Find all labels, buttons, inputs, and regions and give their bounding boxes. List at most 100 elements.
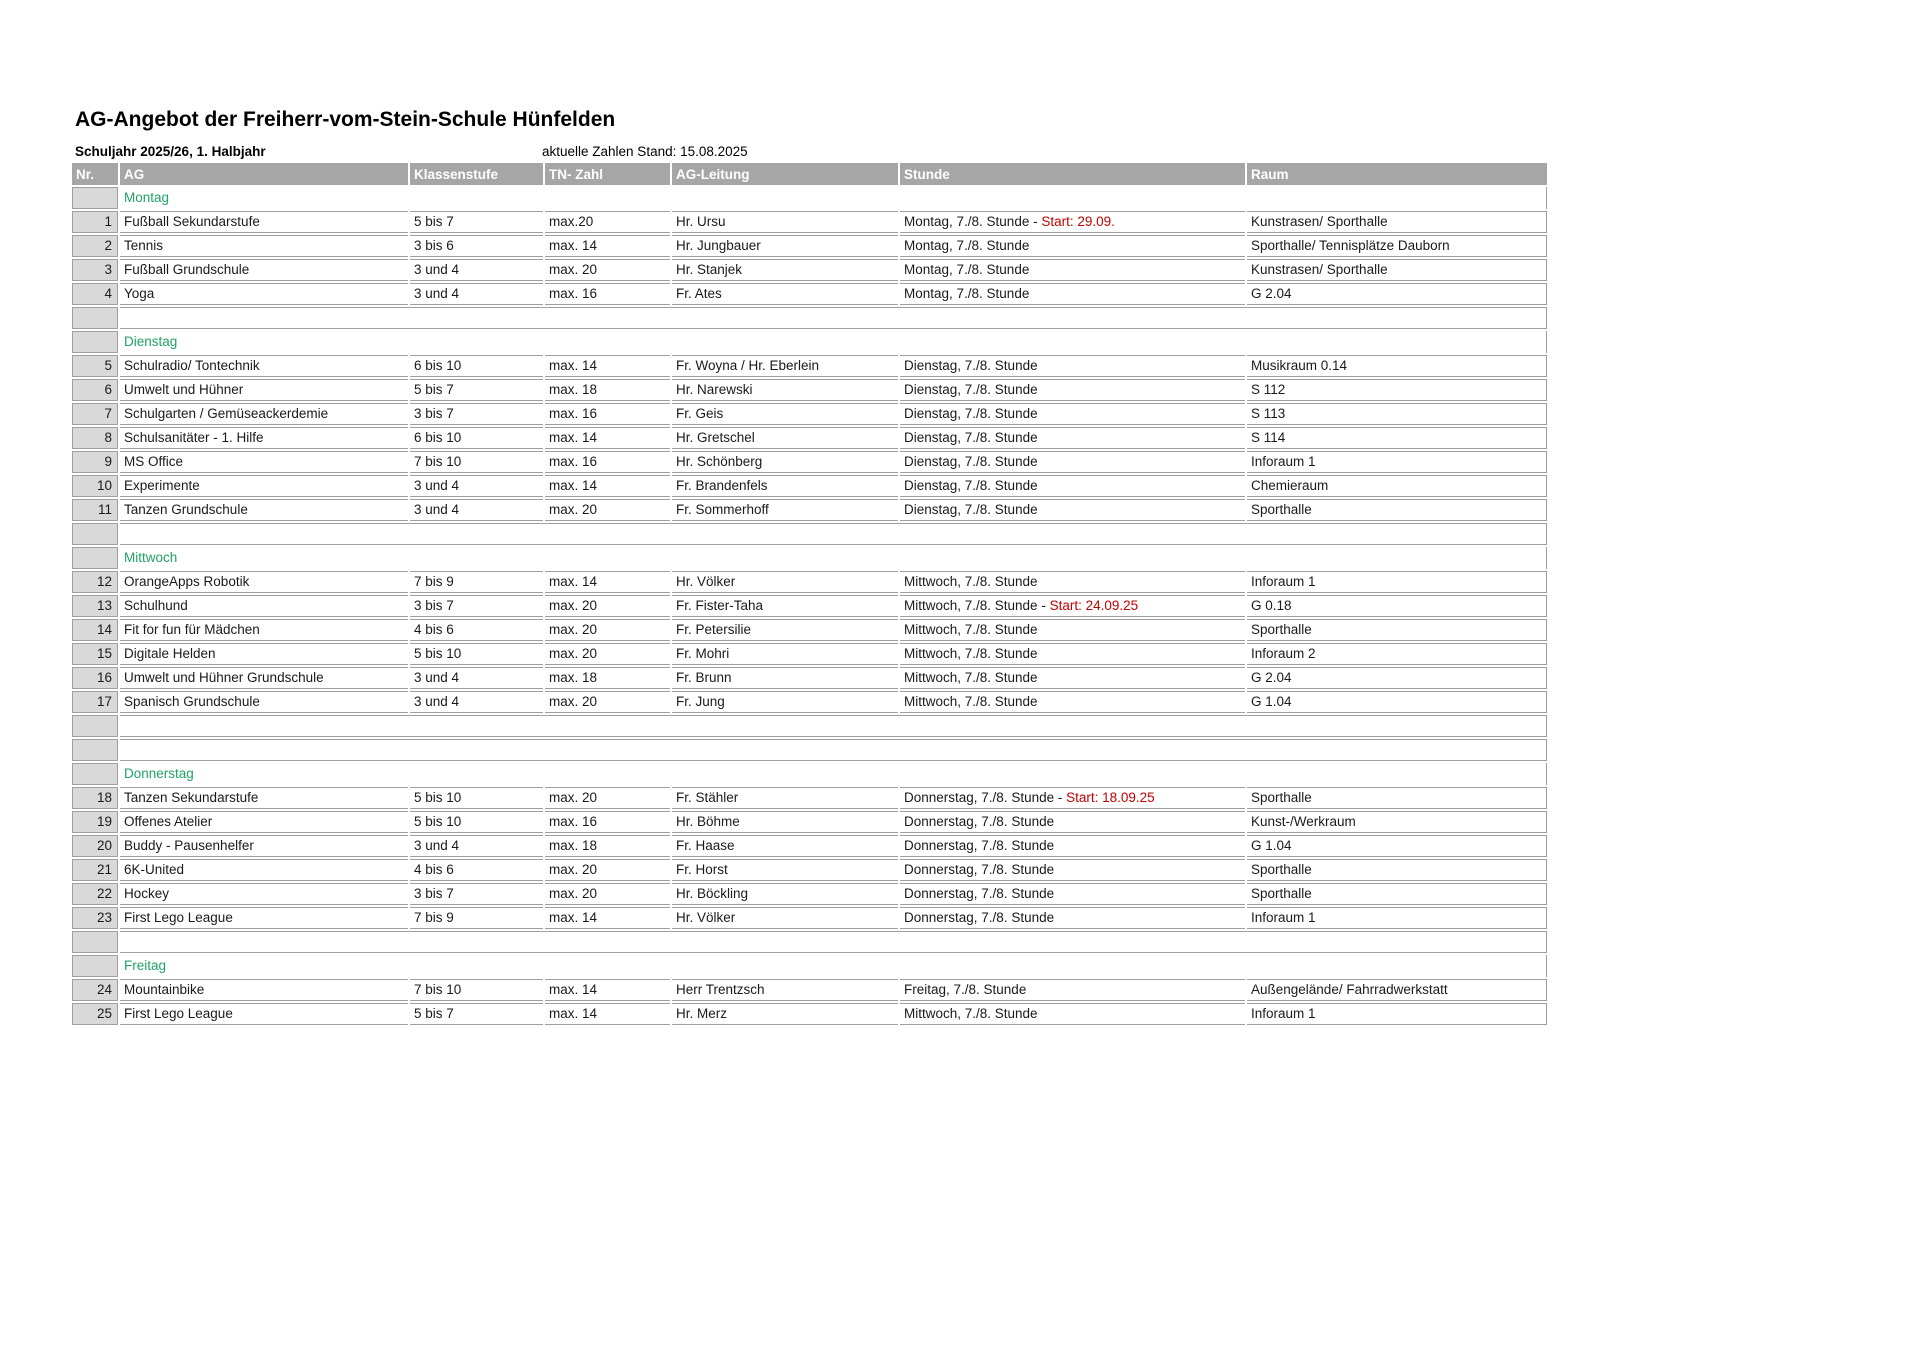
row-number-cell (72, 763, 118, 785)
cell-tn-zahl: max. 18 (545, 835, 670, 857)
cell-ag-leitung: Hr. Böckling (672, 883, 898, 905)
cell-ag: First Lego League (120, 907, 408, 929)
cell-ag: Schulhund (120, 595, 408, 617)
cell-klassenstufe: 3 und 4 (410, 835, 543, 857)
table-row: 21 6K-United 4 bis 6 max. 20 Fr. Horst Donner… (72, 859, 1547, 881)
cell-klassenstufe: 7 bis 9 (410, 907, 543, 929)
row-number-cell (72, 187, 118, 209)
table-header-row: Nr. AG Klassenstufe TN- Zahl AG-Leitung … (72, 163, 1547, 185)
cell-nr: 2 (72, 235, 118, 257)
cell-nr: 18 (72, 787, 118, 809)
cell-stunde: Dienstag, 7./8. Stunde (900, 499, 1245, 521)
table-row: 18 Tanzen Sekundarstufe 5 bis 10 max. 20 Fr.… (72, 787, 1547, 809)
cell-raum: Kunstrasen/ Sporthalle (1247, 211, 1547, 233)
cell-nr: 24 (72, 979, 118, 1001)
cell-tn-zahl: max. 14 (545, 979, 670, 1001)
cell-ag-leitung: Hr. Merz (672, 1003, 898, 1025)
empty-spacer-row (72, 739, 1547, 761)
cell-stunde: Dienstag, 7./8. Stunde (900, 403, 1245, 425)
cell-ag-leitung: Hr. Böhme (672, 811, 898, 833)
cell-ag-leitung: Hr. Jungbauer (672, 235, 898, 257)
cell-nr: 22 (72, 883, 118, 905)
cell-raum: Sporthalle/ Tennisplätze Dauborn (1247, 235, 1547, 257)
empty-cell (120, 931, 1547, 953)
cell-raum: Musikraum 0.14 (1247, 355, 1547, 377)
cell-raum: Kunst-/Werkraum (1247, 811, 1547, 833)
cell-raum: S 114 (1247, 427, 1547, 449)
cell-klassenstufe: 5 bis 7 (410, 1003, 543, 1025)
table-row: 25 First Lego League 5 bis 7 max. 14 Hr. Mer… (72, 1003, 1547, 1025)
cell-ag: Buddy - Pausenhelfer (120, 835, 408, 857)
cell-tn-zahl: max. 20 (545, 643, 670, 665)
ag-table: Nr. AG Klassenstufe TN- Zahl AG-Leitung … (70, 161, 1549, 1027)
table-row: 14 Fit for fun für Mädchen 4 bis 6 max. 20 F… (72, 619, 1547, 641)
start-date-highlight: Start: 29.09. (1041, 214, 1115, 229)
cell-ag: Schulradio/ Tontechnik (120, 355, 408, 377)
cell-tn-zahl: max. 18 (545, 379, 670, 401)
cell-nr: 17 (72, 691, 118, 713)
cell-ag-leitung: Hr. Völker (672, 571, 898, 593)
cell-raum: Inforaum 1 (1247, 571, 1547, 593)
row-number-cell (72, 547, 118, 569)
day-label: Freitag (120, 955, 1547, 977)
cell-ag-leitung: Fr. Ates (672, 283, 898, 305)
cell-klassenstufe: 3 und 4 (410, 691, 543, 713)
cell-nr: 7 (72, 403, 118, 425)
empty-cell (120, 739, 1547, 761)
empty-spacer-row (72, 307, 1547, 329)
cell-raum: Inforaum 1 (1247, 907, 1547, 929)
cell-stunde: Donnerstag, 7./8. Stunde (900, 835, 1245, 857)
cell-stunde: Freitag, 7./8. Stunde (900, 979, 1245, 1001)
table-row: 22 Hockey 3 bis 7 max. 20 Hr. Böckling Donner… (72, 883, 1547, 905)
day-label: Mittwoch (120, 547, 1547, 569)
cell-ag-leitung: Hr. Ursu (672, 211, 898, 233)
subtitle-schoolyear: Schuljahr 2025/26, 1. Halbjahr (75, 144, 266, 159)
table-row: 5 Schulradio/ Tontechnik 6 bis 10 max. 14 Fr… (72, 355, 1547, 377)
row-number-cell (72, 739, 118, 761)
cell-ag: Fußball Sekundarstufe (120, 211, 408, 233)
cell-raum: Sporthalle (1247, 619, 1547, 641)
cell-ag-leitung: Fr. Mohri (672, 643, 898, 665)
cell-nr: 25 (72, 1003, 118, 1025)
cell-nr: 1 (72, 211, 118, 233)
cell-ag-leitung: Hr. Narewski (672, 379, 898, 401)
table-row: 23 First Lego League 7 bis 9 max. 14 Hr. Völ… (72, 907, 1547, 929)
table-row: 3 Fußball Grundschule 3 und 4 max. 20 Hr. St… (72, 259, 1547, 281)
cell-raum: Sporthalle (1247, 859, 1547, 881)
cell-stunde: Dienstag, 7./8. Stunde (900, 379, 1245, 401)
start-date-highlight: Start: 24.09.25 (1049, 598, 1139, 613)
cell-raum: G 1.04 (1247, 835, 1547, 857)
cell-ag: Fit for fun für Mädchen (120, 619, 408, 641)
cell-stunde: Montag, 7./8. Stunde (900, 283, 1245, 305)
cell-klassenstufe: 5 bis 7 (410, 379, 543, 401)
table-row: 4 Yoga 3 und 4 max. 16 Fr. Ates Montag, 7./8.… (72, 283, 1547, 305)
page-title: AG-Angebot der Freiherr-vom-Stein-Schule… (75, 108, 616, 131)
cell-stunde: Montag, 7./8. Stunde (900, 235, 1245, 257)
cell-ag: First Lego League (120, 1003, 408, 1025)
cell-ag-leitung: Herr Trentzsch (672, 979, 898, 1001)
cell-ag-leitung: Fr. Geis (672, 403, 898, 425)
cell-nr: 3 (72, 259, 118, 281)
cell-nr: 23 (72, 907, 118, 929)
cell-nr: 8 (72, 427, 118, 449)
column-header-tn-zahl: TN- Zahl (545, 163, 670, 185)
cell-nr: 11 (72, 499, 118, 521)
cell-tn-zahl: max. 14 (545, 427, 670, 449)
cell-raum: Sporthalle (1247, 787, 1547, 809)
cell-ag-leitung: Fr. Stähler (672, 787, 898, 809)
cell-ag: Digitale Helden (120, 643, 408, 665)
cell-ag-leitung: Fr. Fister-Taha (672, 595, 898, 617)
cell-ag: MS Office (120, 451, 408, 473)
empty-cell (120, 523, 1547, 545)
cell-tn-zahl: max. 16 (545, 451, 670, 473)
cell-ag: Hockey (120, 883, 408, 905)
cell-ag: Experimente (120, 475, 408, 497)
cell-tn-zahl: max. 16 (545, 403, 670, 425)
cell-klassenstufe: 7 bis 10 (410, 451, 543, 473)
cell-klassenstufe: 3 bis 7 (410, 883, 543, 905)
cell-tn-zahl: max.20 (545, 211, 670, 233)
table-row: 6 Umwelt und Hühner 5 bis 7 max. 18 Hr. Nare… (72, 379, 1547, 401)
table-row: 7 Schulgarten / Gemüseackerdemie 3 bis 7 ma… (72, 403, 1547, 425)
cell-stunde: Montag, 7./8. Stunde - Start: 29.09. (900, 211, 1245, 233)
